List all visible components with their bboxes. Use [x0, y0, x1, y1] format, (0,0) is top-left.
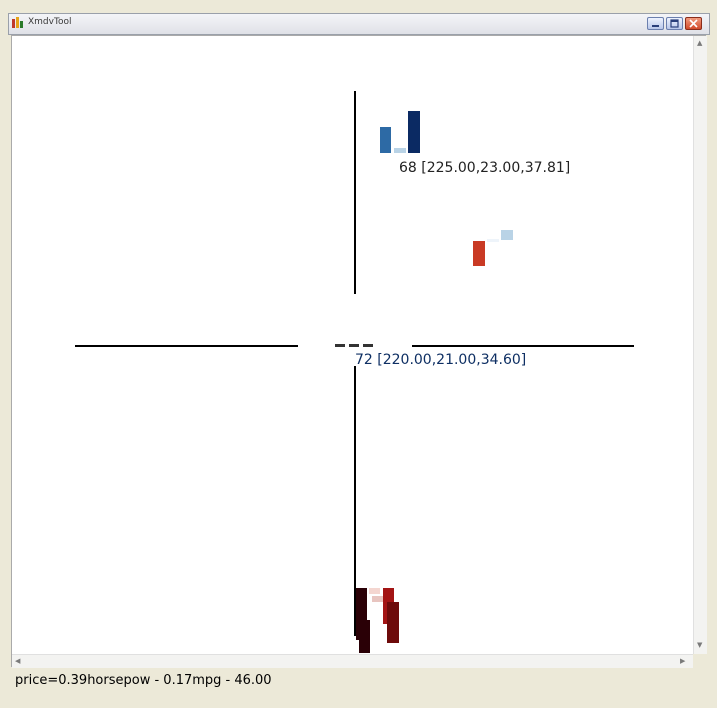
glyph-bottom-bar-3[interactable] — [369, 588, 380, 594]
horizontal-scrollbar[interactable]: ◀ ▶ — [12, 654, 693, 668]
minimize-icon — [652, 25, 659, 27]
glyph-72-label: 72 [220.00,21.00,34.60] — [355, 352, 526, 368]
scroll-down-icon[interactable]: ▼ — [697, 641, 703, 649]
center-marker-dash — [335, 344, 345, 347]
glyph-plot[interactable]: 68 [225.00,23.00,37.81] 72 [220.00,21.00… — [12, 36, 693, 654]
close-button[interactable] — [685, 17, 702, 30]
maximize-button[interactable] — [666, 17, 683, 30]
center-marker-dash — [363, 344, 373, 347]
glyph-bottom-bar-2[interactable] — [359, 620, 370, 653]
glyph-68-label: 68 [225.00,23.00,37.81] — [399, 160, 570, 176]
plot-canvas[interactable]: 68 [225.00,23.00,37.81] 72 [220.00,21.00… — [11, 35, 707, 668]
glyph-right-bar-3[interactable] — [501, 230, 513, 240]
glyph-bottom-bar-1[interactable] — [356, 588, 367, 640]
app-icon — [12, 17, 23, 28]
status-bar: price=0.39horsepow - 0.17mpg - 46.00 — [11, 670, 706, 692]
glyph-bottom-bar-4[interactable] — [372, 596, 383, 602]
status-text: price=0.39horsepow - 0.17mpg - 46.00 — [15, 673, 272, 688]
scroll-right-icon[interactable]: ▶ — [680, 657, 686, 665]
title-bar[interactable]: XmdvTool — [8, 13, 710, 35]
glyph-bottom-bar-6[interactable] — [387, 602, 399, 643]
maximize-icon — [670, 19, 679, 28]
glyph-68-bar-1[interactable] — [380, 127, 391, 153]
scroll-up-icon[interactable]: ▲ — [697, 39, 703, 47]
window-title: XmdvTool — [28, 17, 72, 27]
glyph-68-bar-2[interactable] — [394, 148, 406, 153]
glyph-right-bar-2[interactable] — [487, 239, 499, 242]
vertical-scrollbar[interactable]: ▲ ▼ — [693, 36, 707, 654]
minimize-button[interactable] — [647, 17, 664, 30]
glyph-right-bar-1[interactable] — [473, 241, 485, 266]
glyph-68-bar-3[interactable] — [408, 111, 420, 153]
close-icon — [689, 19, 698, 28]
scroll-corner — [693, 654, 706, 667]
scroll-left-icon[interactable]: ◀ — [15, 657, 21, 665]
center-marker-dash — [349, 344, 359, 347]
